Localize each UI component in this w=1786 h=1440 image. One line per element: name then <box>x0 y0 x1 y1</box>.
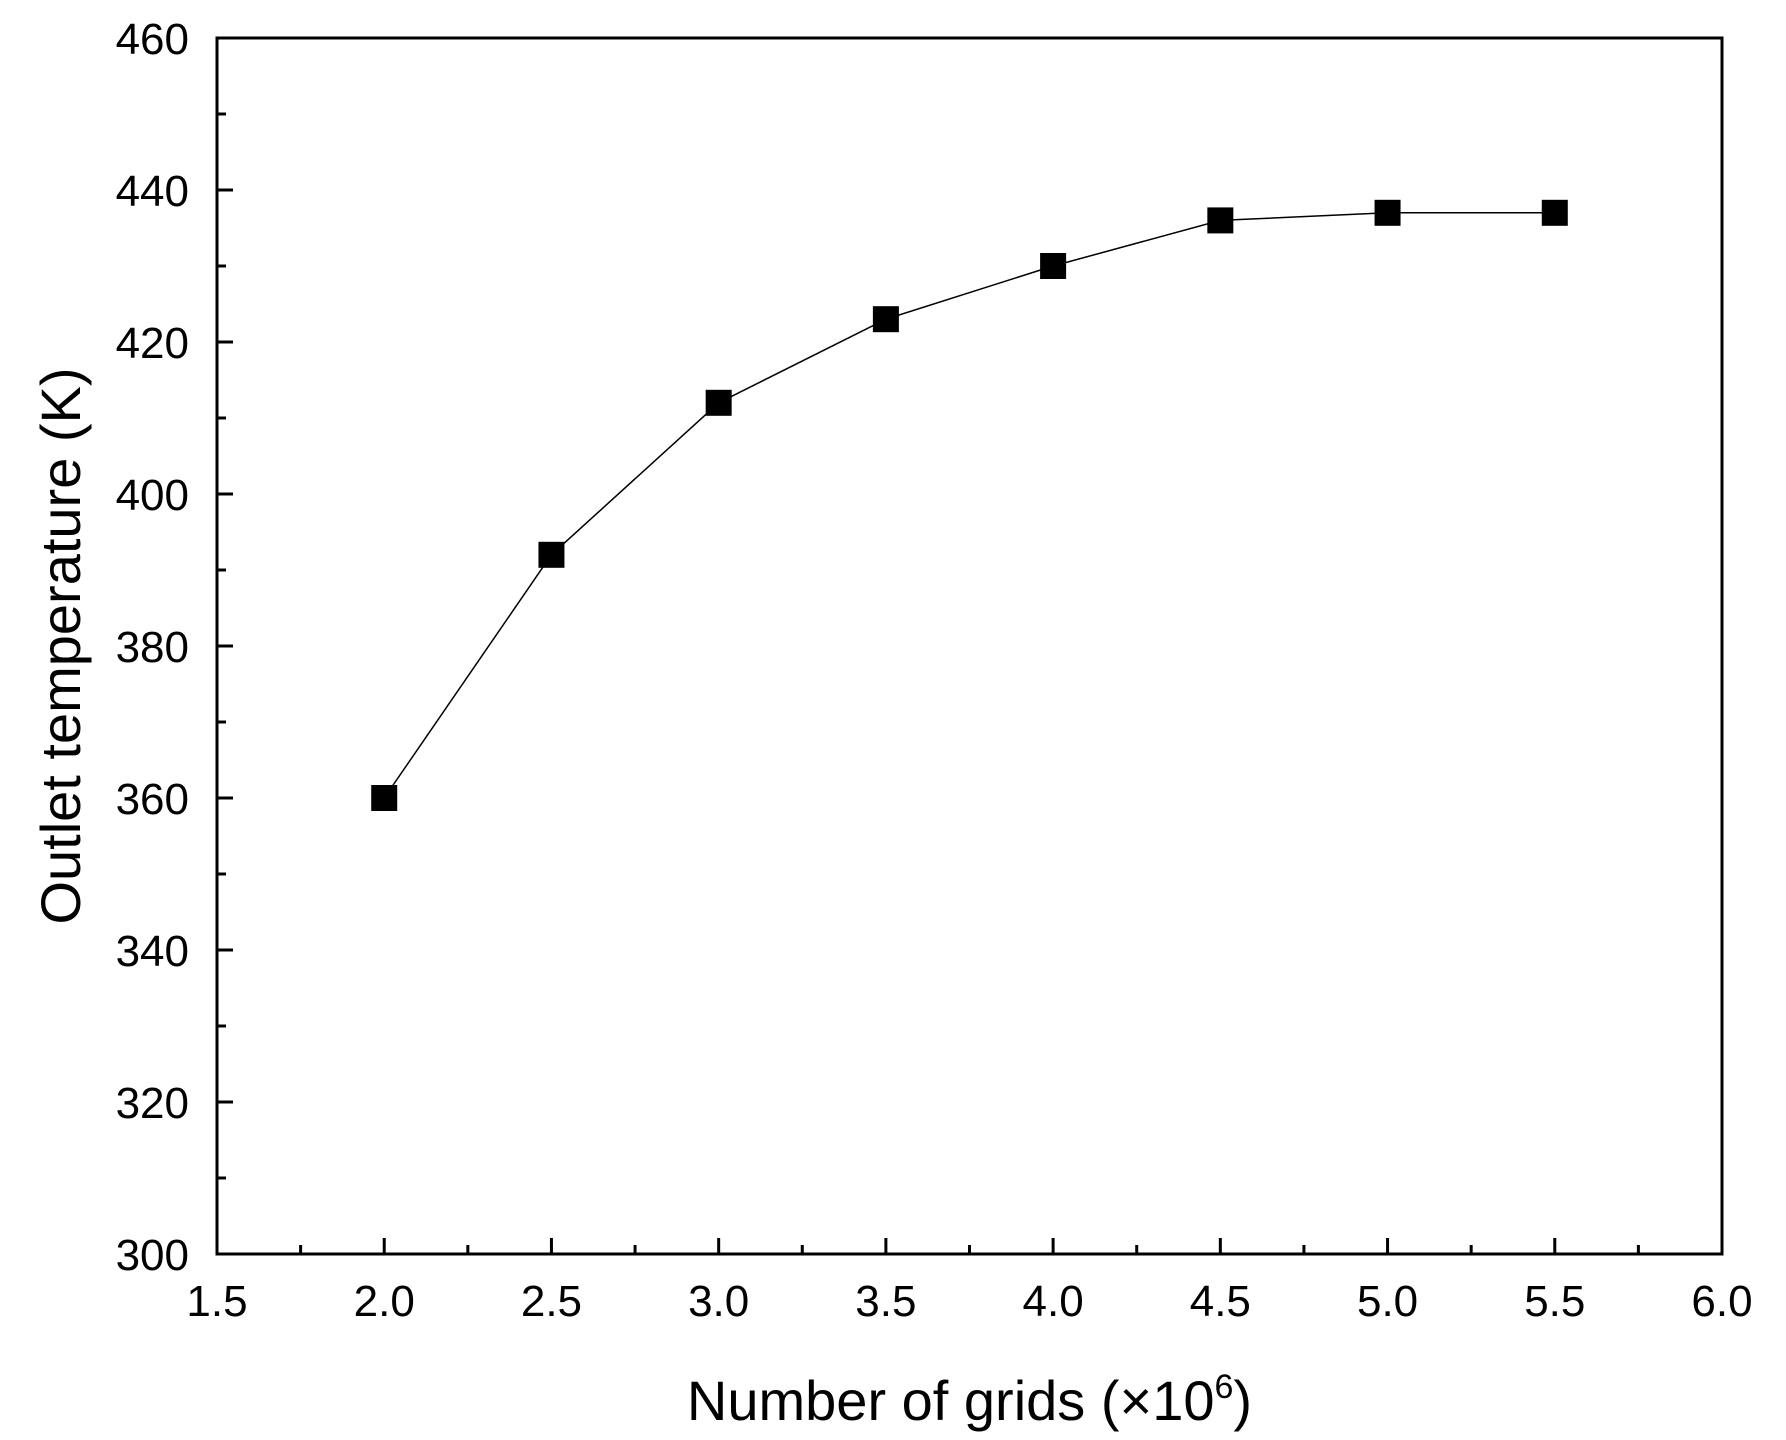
series-line <box>383 212 1555 799</box>
x-tick-label: 5.0 <box>1357 1277 1418 1326</box>
x-tick-label: 3.5 <box>855 1277 916 1326</box>
data-point-marker <box>1541 199 1568 226</box>
x-axis-title-main: Number of grids (×10 <box>687 1369 1215 1432</box>
x-tick-label: 5.5 <box>1524 1277 1585 1326</box>
data-point-marker <box>371 785 398 811</box>
data-point-marker <box>538 541 565 568</box>
y-tick-label: 360 <box>116 775 189 824</box>
y-tick-label: 380 <box>116 623 189 672</box>
y-tick-label: 460 <box>116 15 189 64</box>
x-tick-label: 2.5 <box>521 1277 582 1326</box>
y-tick-label: 320 <box>116 1079 189 1128</box>
x-axis-ticks <box>215 1238 1724 1254</box>
x-axis-title-superscript: 6 <box>1215 1368 1234 1406</box>
y-tick-label: 340 <box>116 927 189 976</box>
x-tick-label: 4.0 <box>1023 1277 1084 1326</box>
x-tick-label: 3.0 <box>688 1277 749 1326</box>
x-axis-title: Number of grids (×106) <box>687 1368 1252 1432</box>
y-axis-title: Outlet temperature (K) <box>29 367 92 924</box>
x-axis-title-suffix: ) <box>1233 1369 1252 1432</box>
data-point-marker <box>1207 207 1234 234</box>
plot-frame <box>215 36 1724 1256</box>
y-tick-label: 420 <box>116 319 189 368</box>
data-point-marker <box>705 389 732 416</box>
y-axis-tick-labels: 300 320 340 360 380 400 420 440 460 <box>116 15 189 1280</box>
x-tick-label: 4.5 <box>1190 1277 1251 1326</box>
x-tick-label: 1.5 <box>186 1277 247 1326</box>
y-tick-label: 400 <box>116 471 189 520</box>
data-point-marker <box>1374 199 1401 226</box>
x-axis-tick-labels: 1.5 2.0 2.5 3.0 3.5 4.0 4.5 5.0 5.5 6.0 <box>186 1277 1752 1326</box>
data-point-marker <box>1040 253 1067 279</box>
x-tick-label: 6.0 <box>1691 1277 1752 1326</box>
series-markers <box>371 199 1568 811</box>
y-axis-ticks <box>217 36 233 1256</box>
data-point-marker <box>872 306 899 333</box>
y-tick-label: 440 <box>116 167 189 216</box>
y-tick-label: 300 <box>116 1231 189 1280</box>
x-tick-label: 2.0 <box>354 1277 415 1326</box>
